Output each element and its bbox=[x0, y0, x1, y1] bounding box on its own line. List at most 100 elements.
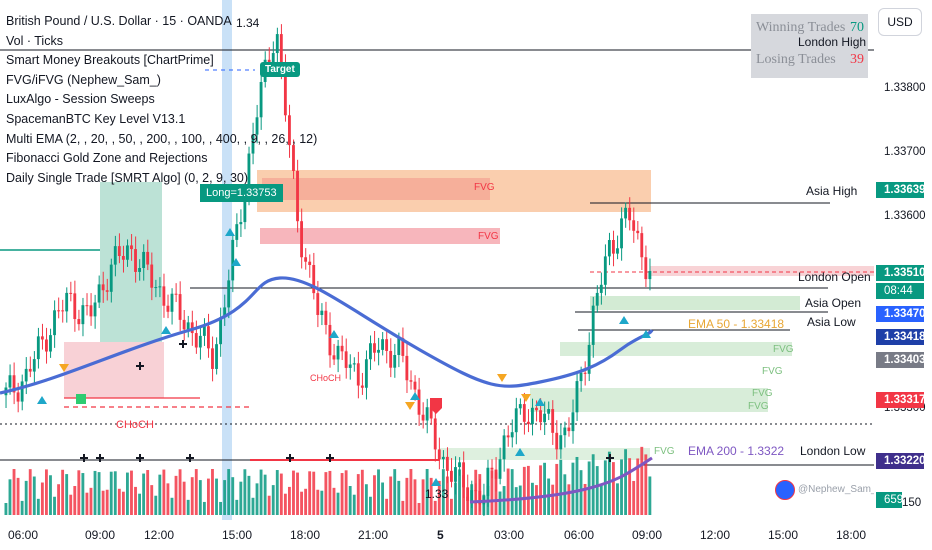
volume-bar bbox=[89, 487, 93, 515]
price-chart[interactable] bbox=[0, 0, 874, 550]
volume-bar bbox=[373, 475, 376, 515]
candle-body bbox=[510, 432, 514, 438]
candle-body bbox=[579, 372, 583, 382]
legend-line[interactable]: Multi EMA (2, , 20, , 50, , 200, , 100, … bbox=[6, 131, 318, 146]
volume-bar bbox=[417, 502, 421, 515]
candles bbox=[4, 24, 652, 517]
volume-bar bbox=[506, 468, 510, 515]
volume-bar bbox=[53, 496, 56, 515]
losing-trades-label: Losing Trades bbox=[756, 52, 836, 67]
volume-bar bbox=[482, 494, 486, 515]
candle-body bbox=[166, 305, 170, 312]
volume-bar bbox=[227, 469, 231, 515]
choch-label: CHoCH bbox=[116, 419, 154, 431]
volume-bar bbox=[69, 494, 73, 515]
volume-bar bbox=[595, 466, 599, 515]
candle-body bbox=[531, 407, 534, 425]
volume-bar bbox=[12, 469, 16, 515]
volume-bar bbox=[364, 484, 368, 515]
volume-bar bbox=[134, 486, 137, 515]
candle-body bbox=[369, 343, 372, 360]
volume-bar bbox=[308, 471, 312, 515]
candle-body bbox=[526, 421, 530, 425]
currency-button[interactable]: USD bbox=[878, 8, 922, 36]
session-highlight bbox=[222, 0, 232, 520]
candle-body bbox=[126, 245, 129, 260]
time-tick: 06:00 bbox=[8, 528, 39, 542]
volume-bar bbox=[263, 474, 267, 515]
candle-body bbox=[85, 305, 89, 307]
candle-body bbox=[12, 375, 16, 393]
fvg-zone bbox=[530, 388, 768, 412]
volume-bar bbox=[109, 471, 113, 515]
candle-body bbox=[316, 293, 320, 315]
candle-body bbox=[401, 338, 405, 356]
volume-bar bbox=[223, 480, 227, 515]
candle-body bbox=[381, 339, 384, 350]
legend-line[interactable]: Fibonacci Gold Zone and Rejections bbox=[6, 151, 208, 166]
volume-bar bbox=[312, 471, 316, 515]
volume-bar bbox=[243, 469, 247, 515]
volume-bar bbox=[385, 498, 389, 515]
legend-line[interactable]: SpacemanBTC Key Level V13.1 bbox=[6, 111, 186, 126]
candle-body bbox=[97, 284, 101, 303]
asia-open-label: Asia Open bbox=[805, 296, 862, 310]
candle-body bbox=[437, 449, 441, 460]
volume-bar bbox=[255, 483, 259, 515]
buy-signal-icon bbox=[161, 326, 171, 334]
time-axis[interactable]: 06:00 09:00 12:00 15:00 18:00 21:00 5 03… bbox=[0, 520, 874, 550]
candle-body bbox=[336, 345, 340, 360]
candle-body bbox=[644, 257, 648, 280]
buy-signal-icon bbox=[410, 392, 420, 400]
legend-line[interactable]: Daily Single Trade [SMRT Algo] (0, 2, 9,… bbox=[6, 170, 249, 185]
chart-title[interactable]: British Pound / U.S. Dollar · 15 · OANDA bbox=[6, 14, 232, 28]
volume-bar bbox=[603, 460, 607, 515]
legend-line[interactable]: LuxAlgo - Session Sweeps bbox=[6, 92, 155, 107]
candle-body bbox=[57, 310, 60, 312]
trade-stats-panel: Winning Trades 70 Losing Trades 39 bbox=[751, 14, 868, 78]
target-badge: Target bbox=[260, 62, 300, 77]
volume-bar bbox=[158, 474, 162, 515]
candle-body bbox=[571, 412, 575, 432]
candle-body bbox=[616, 248, 619, 254]
volume-bar bbox=[377, 469, 380, 515]
volume-bar bbox=[275, 470, 279, 515]
candle-body bbox=[514, 408, 518, 433]
candle-body bbox=[121, 256, 125, 260]
volume-bar bbox=[4, 503, 8, 515]
candle-body bbox=[235, 224, 239, 240]
candle-body bbox=[393, 354, 397, 368]
volume-bar bbox=[624, 449, 627, 515]
price-tag: 1.33639 bbox=[876, 182, 926, 198]
fvg-zone bbox=[560, 342, 792, 356]
candle-body bbox=[77, 319, 81, 325]
candle-body bbox=[551, 409, 555, 433]
volume-bar bbox=[194, 469, 198, 515]
candle-body bbox=[308, 261, 312, 265]
ema50-line bbox=[0, 276, 654, 395]
time-tick: 03:00 bbox=[494, 528, 525, 542]
volume-bar bbox=[186, 499, 190, 515]
legend-line[interactable]: Smart Money Breakouts [ChartPrime] bbox=[6, 53, 214, 68]
sell-signal-icon bbox=[521, 394, 531, 402]
candle-body bbox=[194, 333, 198, 348]
candle-body bbox=[275, 34, 279, 54]
legend-line[interactable]: FVG/iFVG (Nephew_Sam_) bbox=[6, 72, 161, 87]
candle-body bbox=[324, 310, 328, 325]
fvg-zone bbox=[590, 296, 800, 310]
ema200-label: EMA 200 - 1.3322 bbox=[688, 444, 785, 458]
legend-line[interactable]: Vol · Ticks bbox=[6, 33, 63, 48]
volume-bar bbox=[211, 469, 214, 515]
candle-body bbox=[567, 427, 571, 432]
losing-trades-value: 39 bbox=[850, 52, 864, 67]
volume-bar bbox=[296, 472, 299, 515]
volume-bar bbox=[474, 469, 478, 515]
volume-bar bbox=[49, 475, 52, 515]
candle-body bbox=[198, 335, 202, 348]
volume-bar bbox=[470, 484, 474, 515]
time-tick: 06:00 bbox=[564, 528, 595, 542]
candle-body bbox=[182, 319, 186, 330]
fvg-zone bbox=[262, 178, 490, 200]
candle-body bbox=[486, 467, 490, 497]
time-tick: 15:00 bbox=[768, 528, 799, 542]
